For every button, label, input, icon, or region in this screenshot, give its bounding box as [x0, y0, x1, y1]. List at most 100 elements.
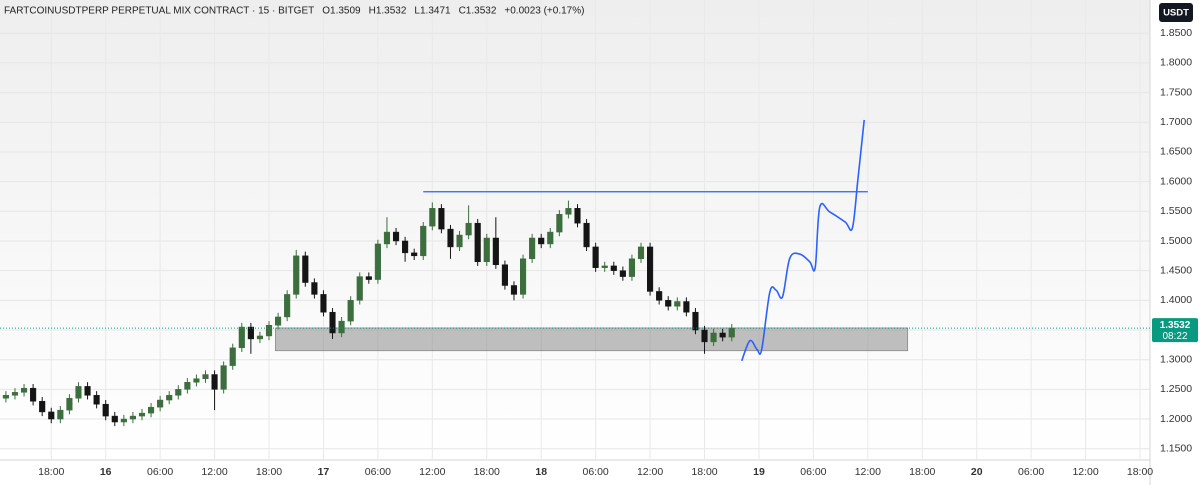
candle-body [57, 409, 64, 420]
candle-body [93, 395, 100, 405]
candle-body [2, 395, 9, 399]
candle-body [247, 326, 254, 340]
candle-body [30, 387, 37, 402]
last-price-tag [1152, 318, 1198, 343]
candle-body [429, 208, 436, 227]
y-tick-label: 1.2000 [1160, 413, 1192, 425]
candle-body [420, 225, 427, 257]
candle-body [656, 291, 663, 301]
candle-body [220, 365, 227, 390]
forecast-path [740, 119, 865, 362]
ohlc-value: +0.0023 (+0.17%) [504, 6, 584, 17]
price-axis-background [1150, 0, 1200, 485]
candle-body [701, 329, 708, 343]
candle-body [102, 403, 109, 417]
candle-body [510, 285, 518, 295]
candle-body [284, 294, 291, 318]
candle-body [628, 258, 635, 277]
candle-body [238, 326, 245, 349]
symbol-title: FARTCOINUSDTPERP PERPETUAL MIX CONTRACT … [4, 6, 314, 17]
x-tick-label: 06:00 [365, 466, 391, 478]
candle-body [692, 311, 699, 331]
candle-body [456, 234, 463, 248]
x-tick-label: 06:00 [583, 466, 609, 478]
candle-body [728, 327, 735, 338]
candle-body [66, 398, 73, 411]
candle-body [265, 325, 273, 337]
y-tick-label: 1.7500 [1160, 86, 1192, 98]
header: FARTCOINUSDTPERP PERPETUAL MIX CONTRACT … [4, 6, 584, 17]
y-tick-label: 1.2500 [1160, 383, 1192, 395]
candle-body [229, 347, 236, 366]
candle-body [538, 237, 545, 245]
y-tick-label: 1.4000 [1160, 294, 1192, 306]
candle-body [411, 252, 418, 257]
x-tick-label: 12:00 [1072, 466, 1098, 478]
x-tick-label: 18:00 [691, 466, 717, 478]
candle-body [383, 231, 391, 245]
candle-body [619, 270, 626, 277]
candle-body [293, 255, 300, 295]
candle-body [148, 406, 155, 414]
candle-body [374, 243, 381, 280]
x-tick-label: 18:00 [1127, 466, 1153, 478]
candle-body [583, 222, 590, 248]
candle-body [275, 316, 282, 326]
candle-body [438, 208, 445, 230]
x-tick-label: 06:00 [800, 466, 826, 478]
candle-body [39, 400, 46, 413]
candle-body [519, 258, 527, 295]
currency-label[interactable]: USDT [1163, 8, 1189, 19]
candle-body [402, 240, 409, 254]
x-tick-label: 20 [971, 466, 983, 478]
x-tick-label: 12:00 [637, 466, 663, 478]
candle-body [75, 386, 82, 399]
candle-body [138, 412, 146, 417]
marks [0, 119, 1150, 427]
candle-body [211, 374, 218, 390]
x-tick-label: 12:00 [419, 466, 445, 478]
candle-body [501, 264, 508, 286]
ohlc-value: C1.3532 [459, 6, 497, 17]
candle-body [111, 415, 118, 423]
candle-body [120, 418, 127, 423]
candle-body [556, 214, 563, 233]
candle-body [184, 381, 191, 390]
candle-body [483, 237, 490, 263]
currency-button-bg[interactable] [1159, 3, 1193, 22]
x-tick-label: 12:00 [855, 466, 881, 478]
y-tick-label: 1.5000 [1160, 235, 1192, 247]
candle-body [175, 389, 182, 396]
x-tick-label: 18:00 [38, 466, 64, 478]
candle-body [329, 311, 336, 334]
candle-body [665, 300, 672, 307]
candle-body [157, 399, 164, 408]
time-axis-background [0, 460, 1150, 485]
y-tick-label: 1.6000 [1160, 175, 1192, 187]
y-tick-label: 1.6500 [1160, 146, 1192, 158]
ohlc-value: H1.3532 [369, 6, 407, 17]
y-tick-label: 1.7000 [1160, 116, 1192, 128]
y-tick-label: 1.8000 [1160, 57, 1192, 69]
x-tick-label: 19 [753, 466, 765, 478]
x-tick-label: 17 [318, 466, 330, 478]
candle-body [565, 208, 572, 215]
candle-body [338, 320, 345, 334]
candle-body [674, 301, 681, 307]
candle-body [710, 332, 717, 343]
candle-body [392, 231, 400, 242]
x-tick-label: 16 [100, 466, 112, 478]
currency-button[interactable]: USDT [1159, 3, 1193, 22]
x-tick-label: 18:00 [256, 466, 282, 478]
candle-body [166, 395, 173, 401]
ohlc-value: O1.3509 [322, 6, 361, 17]
candle-body [311, 282, 318, 295]
last-price-label: 1.3532 [1160, 320, 1191, 331]
candle-body [129, 415, 136, 420]
candle-body [474, 222, 481, 263]
candle-body [302, 255, 309, 283]
candle-body [637, 246, 645, 260]
candle-body [365, 276, 372, 280]
x-tick-label: 12:00 [201, 466, 227, 478]
